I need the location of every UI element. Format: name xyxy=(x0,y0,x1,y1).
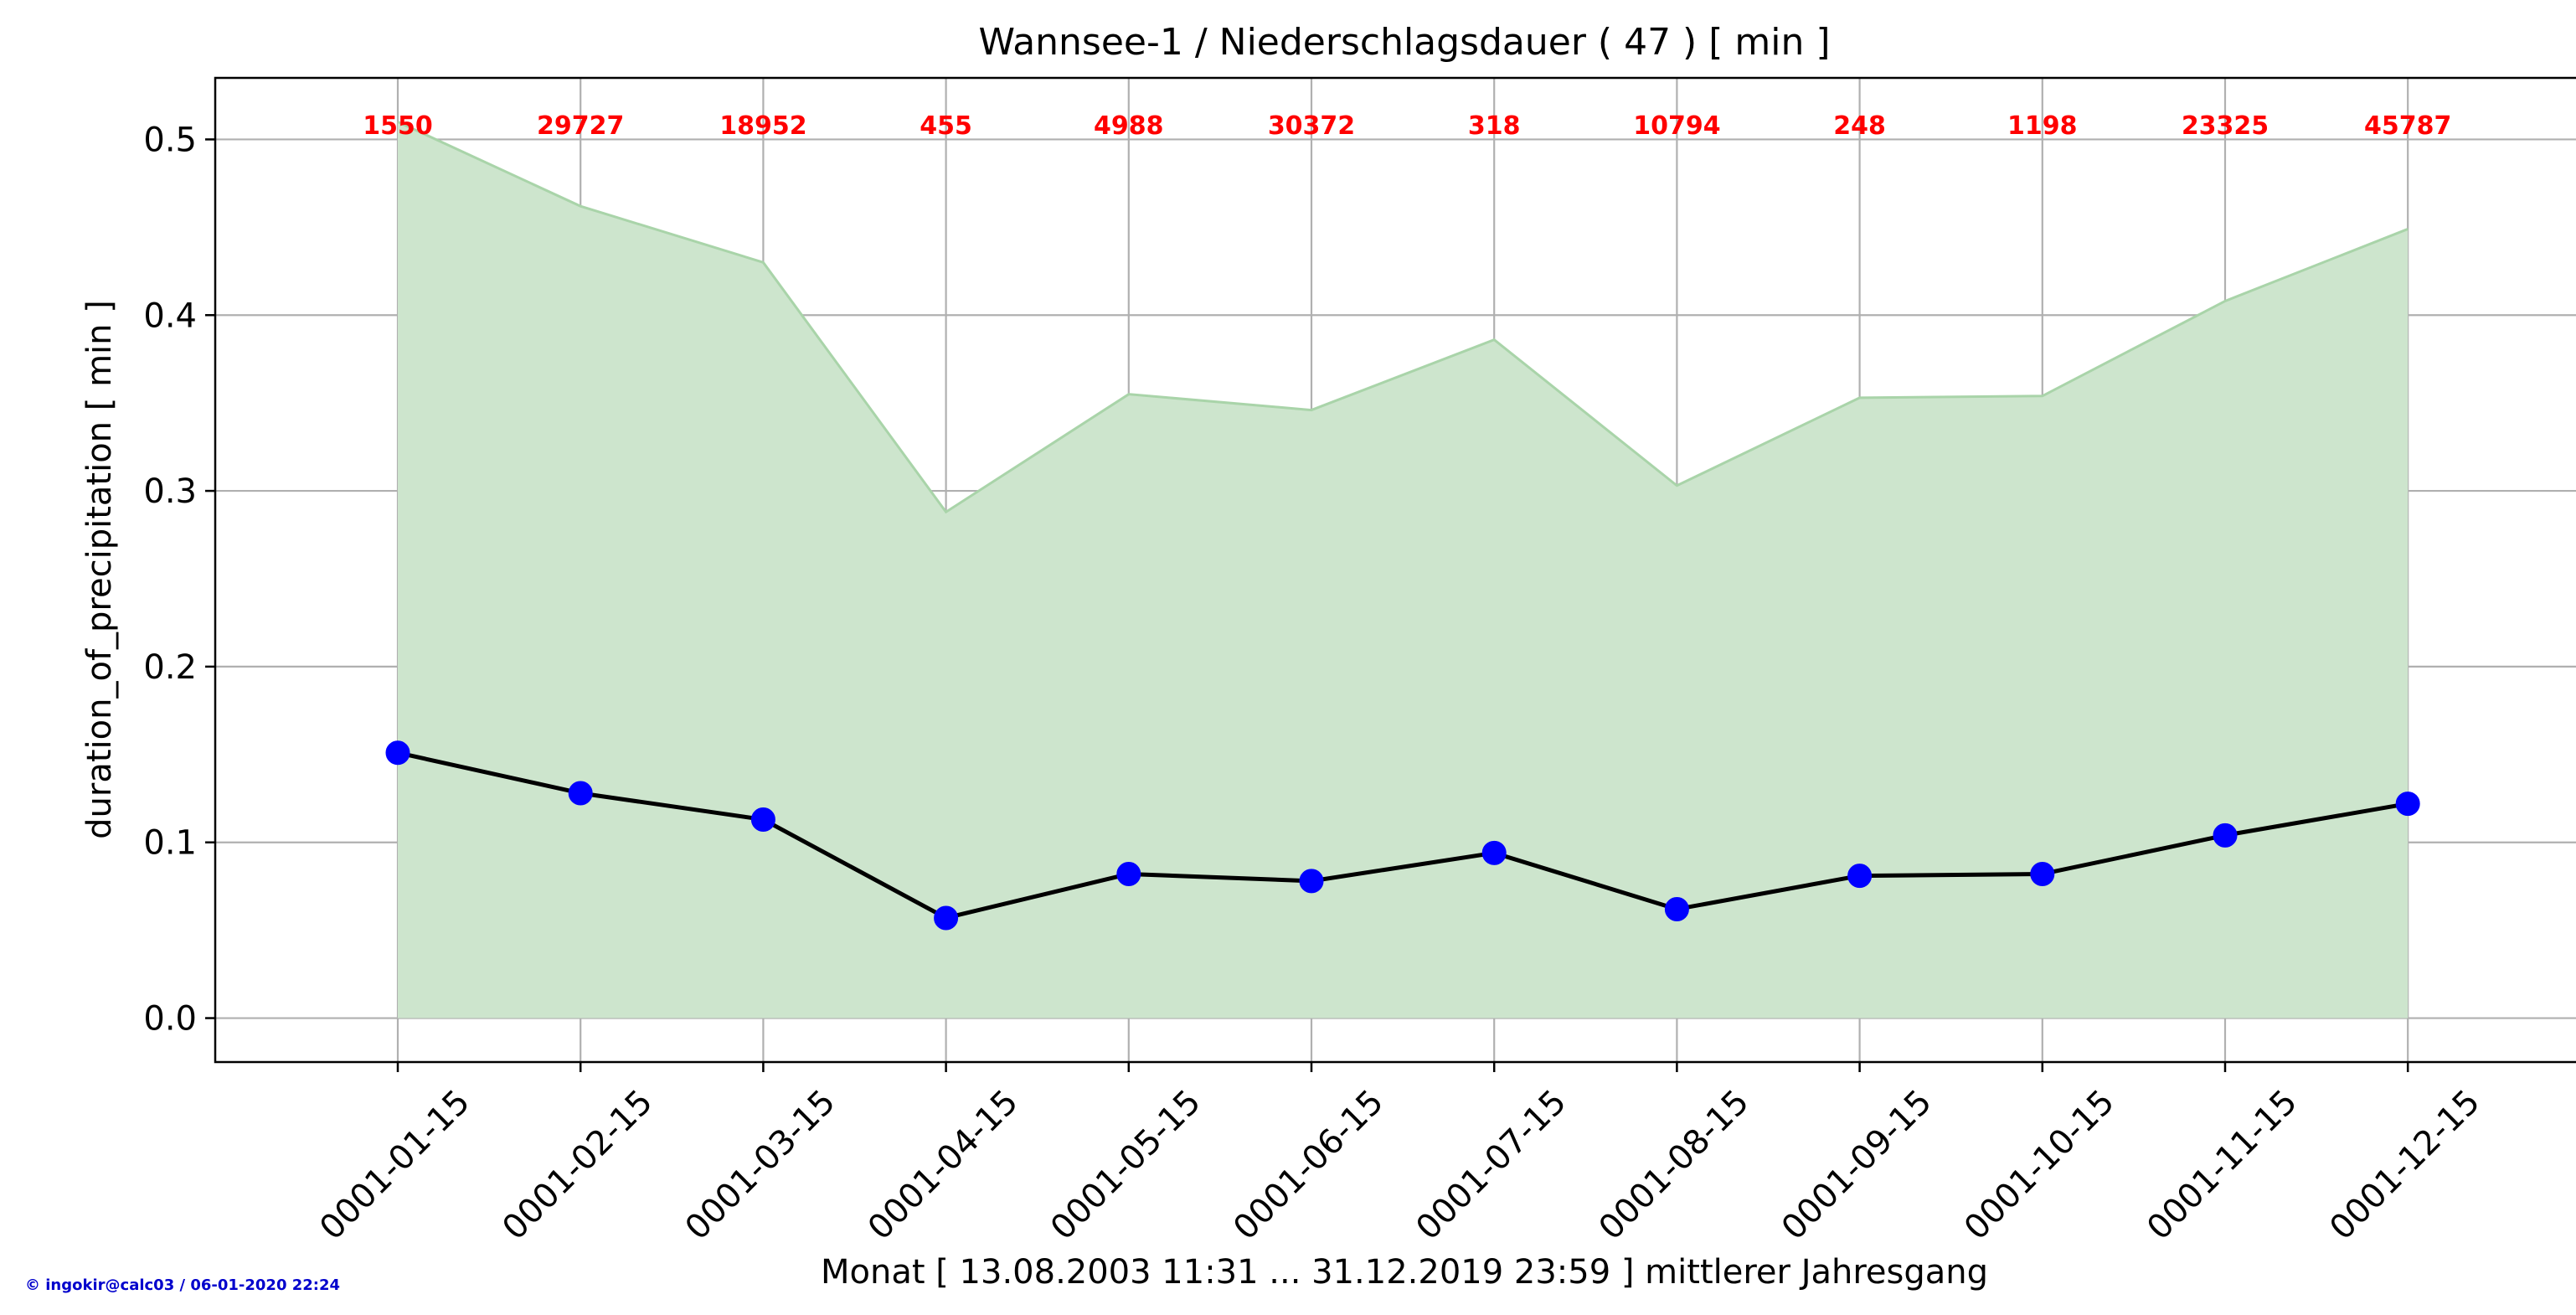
count-label: 18952 xyxy=(719,111,806,141)
x-tick-label: 0001-12-15 xyxy=(2322,1083,2487,1248)
x-tick-label: 0001-03-15 xyxy=(678,1083,843,1248)
series-line xyxy=(397,750,2409,920)
count-label: 45787 xyxy=(2364,111,2451,141)
y-tick-label: 0.4 xyxy=(143,297,197,335)
y-tick-label: 0.1 xyxy=(143,824,197,863)
count-labels: 1550 29727 18952 455 4988 30372 318 10794 248 119… xyxy=(363,111,2451,141)
chart-title: Wannsee-1 / Niederschlagsdauer ( 47 ) [ … xyxy=(979,21,1831,64)
x-tick-label: 0001-08-15 xyxy=(1592,1083,1757,1248)
count-label: 4988 xyxy=(1094,111,1164,141)
band-area xyxy=(398,121,2409,1018)
y-axis-ticks: 0.0 0.1 0.2 0.3 0.4 0.5 xyxy=(143,121,215,1039)
data-point xyxy=(1664,896,1689,921)
y-axis-label: duration_of_precipitation [ min ] xyxy=(80,300,119,839)
x-tick-label: 0001-01-15 xyxy=(312,1083,477,1248)
x-tick-label: 0001-09-15 xyxy=(1775,1083,1940,1248)
count-label: 29727 xyxy=(537,111,624,141)
data-point xyxy=(1847,864,1873,889)
count-label: 1550 xyxy=(363,111,433,141)
data-point xyxy=(2030,861,2055,886)
range-band xyxy=(397,121,2409,1018)
y-tick-label: 0.5 xyxy=(143,121,197,159)
x-tick-label: 0001-04-15 xyxy=(861,1083,1026,1248)
x-tick-label: 0001-10-15 xyxy=(1957,1083,2122,1248)
count-label: 318 xyxy=(1468,111,1521,141)
x-tick-label: 0001-11-15 xyxy=(2140,1083,2305,1248)
count-label: 1198 xyxy=(2007,111,2078,141)
data-point xyxy=(568,781,593,806)
data-point xyxy=(2213,823,2238,848)
count-label: 455 xyxy=(920,111,972,141)
x-tick-label: 0001-07-15 xyxy=(1409,1083,1574,1248)
count-label: 23325 xyxy=(2182,111,2269,141)
data-point xyxy=(2395,792,2420,817)
mean-line xyxy=(397,750,2409,920)
data-point xyxy=(934,905,959,931)
data-point xyxy=(750,807,775,832)
x-axis-label: Monat [ 13.08.2003 11:31 ... 31.12.2019 … xyxy=(821,1253,1988,1292)
y-tick-label: 0.0 xyxy=(143,1000,197,1039)
data-point xyxy=(1481,840,1507,865)
x-tick-label: 0001-06-15 xyxy=(1226,1083,1391,1248)
y-tick-label: 0.2 xyxy=(143,648,197,687)
x-axis-ticks: 0001-01-15 0001-02-15 0001-03-15 0001-04-15… xyxy=(312,1062,2487,1247)
count-label: 248 xyxy=(1833,111,1886,141)
x-tick-label: 0001-02-15 xyxy=(495,1083,660,1248)
band-upper-edge xyxy=(397,121,2409,514)
data-point xyxy=(1299,869,1324,894)
y-tick-label: 0.3 xyxy=(143,472,197,511)
count-label: 10794 xyxy=(1633,111,1720,141)
series-markers xyxy=(385,740,2420,931)
data-point xyxy=(385,740,410,766)
x-tick-label: 0001-05-15 xyxy=(1043,1083,1208,1248)
footer-credit: © ingokir@calc03 / 06-01-2020 22:24 xyxy=(25,1276,340,1294)
plot-frame xyxy=(214,76,2576,1064)
data-point xyxy=(1116,861,1141,886)
count-label: 30372 xyxy=(1268,111,1355,141)
